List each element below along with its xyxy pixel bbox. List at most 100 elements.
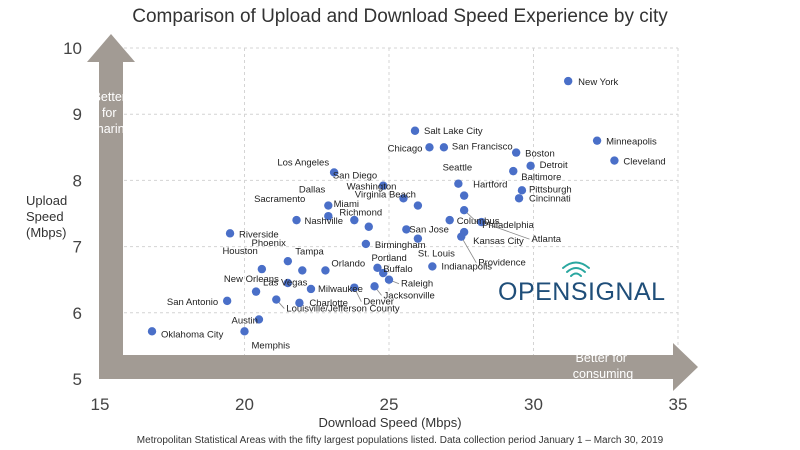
point-miami [350,215,359,225]
point-las-vegas [251,287,261,296]
label-milwaukee: Milwaukee [318,284,363,295]
label-birmingham: Birmingham [375,240,426,251]
point-salt-lake-city [410,126,420,135]
point-oklahoma-city [147,327,157,336]
point-jacksonville [370,282,379,291]
label-san-jose: San Jose [409,224,449,235]
y-axis-title-line-3: (Mbps) [26,225,66,240]
point-birmingham [361,239,371,249]
y-axis-title: Upload Speed (Mbps) [26,193,71,240]
point-louisville-jefferson-county [272,295,281,304]
label-dallas: Dallas [299,185,326,196]
point-dallas [324,201,333,210]
point-tampa [298,266,307,275]
label-seattle: Seattle [443,163,473,174]
x-tick-15: 15 [91,395,110,414]
x-axis-title: Download Speed (Mbps) [318,415,461,430]
label-indianapolis: Indianapolis [441,261,492,272]
label-denver: Denver [363,297,394,308]
label-st-louis: St. Louis [418,249,455,260]
point-sacramento [324,211,333,221]
label-philadelphia: Philadelphia [482,220,534,231]
label-washington: Washington [347,181,397,192]
label-san-francisco: San Francisco [452,141,513,152]
leader-providence [460,236,477,263]
label-orlando: Orlando [331,258,365,269]
label-louisville-jefferson-county: Louisville/Jefferson County [286,304,400,315]
point-columbus [445,215,454,225]
point-new-orleans [283,278,293,288]
label-riverside: Riverside [239,229,279,240]
label-tampa: Tampa [295,246,324,257]
label-detroit: Detroit [540,160,568,171]
point-houston [257,264,267,274]
label-kansas-city: Kansas City [473,236,524,247]
point-virginia-beach [413,201,423,210]
label-minneapolis: Minneapolis [606,137,657,148]
label-cleveland: Cleveland [623,157,665,168]
point-nashville [292,215,301,225]
label-virginia-beach: Virginia Beach [355,190,416,201]
point-austin [254,315,264,324]
point-baltimore [509,166,518,176]
label-new-york: New York [578,77,618,88]
label-san-antonio: San Antonio [167,297,218,308]
y-axis-title-line-1: Upload [26,193,67,208]
label-memphis: Memphis [252,340,291,351]
label-phoenix: Phoenix [252,238,287,249]
label-pittsburgh: Pittsburgh [529,184,572,195]
footnote: Metropolitan Statistical Areas with the … [137,435,664,446]
point-san-jose [402,225,411,234]
label-san-diego: San Diego [333,171,377,182]
point-pittsburgh [517,186,527,195]
point-raleigh [384,275,394,284]
y-axis-title-line-2: Speed [26,209,64,224]
x-axis-arrow [99,343,698,391]
x-arrow-label: Better for consuming [573,351,633,381]
label-miami: Miami [334,199,359,210]
x-tick-35: 35 [669,395,688,414]
x-tick-30: 30 [524,395,543,414]
point-buffalo [379,268,388,278]
data-points [147,76,619,336]
point-atlanta [477,217,486,227]
point-richmond [364,222,373,231]
x-tick-25: 25 [380,395,399,414]
y-arrow-label-line-3: sharing [91,122,132,136]
label-portland: Portland [371,253,406,264]
point-memphis [240,327,249,336]
label-las-vegas: Las Vegas [263,278,308,289]
x-tick-20: 20 [235,395,254,414]
point-providence [457,232,466,241]
point-indianapolis [428,262,437,271]
y-arrow-label-line-2: for [102,106,117,120]
label-austin: Austin [232,315,258,326]
point-charlotte [295,298,304,308]
label-chicago: Chicago [388,143,423,154]
logo-wordmark: OPENSIGNAL [498,278,666,306]
point-san-diego [379,181,388,190]
y-tick-5: 5 [73,370,82,389]
label-atlanta: Atlanta [531,234,561,245]
grid-lines [100,47,679,379]
label-nashville: Nashville [305,216,344,227]
y-axis-arrow [87,34,135,371]
label-cincinnati: Cincinnati [529,193,571,204]
point-chicago [425,143,434,152]
point-st-louis [413,234,423,243]
label-new-orleans: New Orleans [224,274,279,285]
y-arrow-label: Better for sharing [91,90,132,136]
signal-icon [562,261,590,277]
label-charlotte: Charlotte [309,298,348,309]
label-buffalo: Buffalo [383,264,412,275]
point-labels: New York Minneapolis Cleveland Salt Lake Ci… [161,77,666,351]
y-tick-10: 10 [63,39,82,58]
x-arrow-label-line-1: Better for [576,351,627,365]
y-tick-7: 7 [73,238,82,257]
x-arrow-label-line-2: consuming [573,367,633,381]
label-columbus: Columbus [457,216,500,227]
axis-arrows [87,34,698,391]
label-sacramento: Sacramento [254,194,305,205]
